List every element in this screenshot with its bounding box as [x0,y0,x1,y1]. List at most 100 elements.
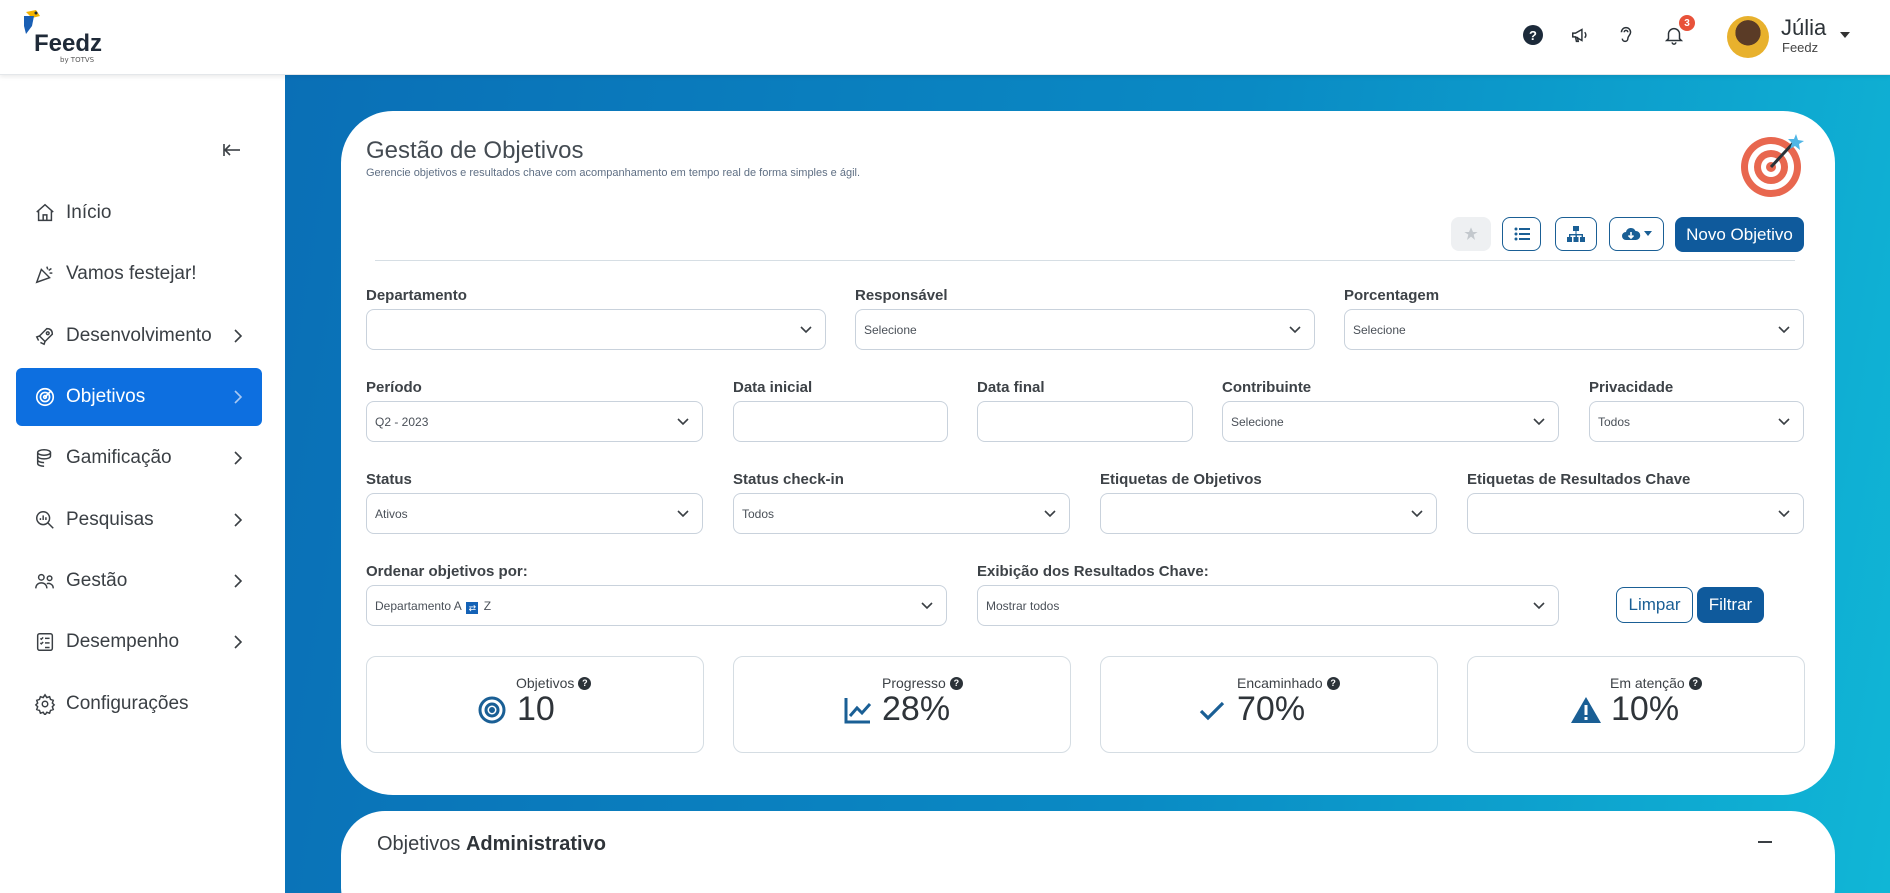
stat-label: Objetivos? [516,675,592,691]
user-menu-caret-icon[interactable] [1840,32,1850,38]
bell-icon [1664,27,1684,45]
bird-icon [24,10,40,34]
sidebar-item-label: Gestão [66,570,128,591]
stat-value: 70% [1237,690,1306,728]
data-final-input[interactable] [977,401,1193,442]
chevron-down-icon [1532,599,1546,613]
caret-down-icon [1644,231,1652,236]
logo-text: Feedz [34,30,103,57]
announcements-button[interactable] [1568,22,1594,48]
sidebar-item-vamos-festejar[interactable]: Vamos festejar! [16,245,262,303]
ordenar-value-from: Departamento A [375,599,462,613]
sidebar-item-objetivos[interactable]: Objetivos [16,368,262,426]
notifications-button[interactable]: 3 [1661,15,1695,48]
stat-label: Em atenção? [1610,675,1702,691]
status-checkin-label: Status check-in [733,471,844,488]
chevron-right-icon [230,634,246,650]
user-name[interactable]: Júlia [1781,15,1827,40]
porcentagem-select[interactable]: Selecione [1344,309,1804,350]
responsavel-label: Responsável [855,287,948,304]
ordenar-label: Ordenar objetivos por: [366,563,528,580]
contribuinte-label: Contribuinte [1222,379,1312,396]
help-icon[interactable]: ? [1688,676,1702,690]
chevron-down-icon [1777,415,1791,429]
clear-button[interactable]: Limpar [1616,587,1693,623]
status-checkin-value: Todos [742,507,775,521]
stat-label-text: Objetivos [516,675,575,691]
gear-icon [33,692,57,716]
collapse-left-icon [223,144,240,156]
sidebar-item-inicio[interactable]: Início [16,184,262,242]
help-icon[interactable]: ? [1326,676,1340,690]
bullseye-icon [474,692,510,728]
sidebar-item-desempenho[interactable]: Desempenho [16,613,262,671]
chevron-right-icon [230,450,246,466]
sidebar-item-desenvolvimento[interactable]: Desenvolvimento [16,307,262,365]
new-objective-button[interactable]: Novo Objetivo [1675,217,1804,252]
section-prefix: Objetivos [377,833,461,855]
etiquetas-objetivos-label: Etiquetas de Objetivos [1100,471,1262,488]
status-select[interactable]: Ativos [366,493,703,534]
rocket-icon [33,324,57,348]
chevron-down-icon [1532,415,1546,429]
chevron-down-icon [676,415,690,429]
list-icon [1514,227,1530,241]
periodo-select[interactable]: Q2 - 2023 [366,401,703,442]
status-label: Status [366,471,412,488]
download-menu-button[interactable] [1609,217,1664,251]
ordenar-value-to: Z [483,599,492,613]
responsavel-select[interactable]: Selecione [855,309,1315,350]
section-name: Administrativo [465,833,606,855]
sidebar-item-label: Gamificação [66,447,172,468]
hierarchy-icon [1567,226,1585,242]
etiquetas-objetivos-select[interactable] [1100,493,1437,534]
feedz-logo[interactable]: Feedz by TOTVS [20,8,110,66]
tree-view-button[interactable] [1555,217,1597,251]
exibicao-select[interactable]: Mostrar todos [977,585,1559,626]
sidebar-item-pesquisas[interactable]: Pesquisas [16,491,262,549]
stat-label: Encaminhado? [1237,675,1340,691]
stat-card-em-atencao: Em atenção? 10% [1467,656,1805,753]
logo-subtext: by TOTVS [60,56,95,64]
sidebar-item-gamificacao[interactable]: Gamificação [16,429,262,487]
data-inicial-input[interactable] [733,401,948,442]
section-card [341,811,1835,893]
status-checkin-select[interactable]: Todos [733,493,1070,534]
line-chart-icon [840,692,876,728]
sidebar-item-label: Configurações [66,693,189,714]
help-icon[interactable]: ? [578,676,592,690]
contribuinte-value: Selecione [1231,415,1284,429]
favorite-button[interactable] [1451,217,1491,251]
sidebar-item-configuracoes[interactable]: Configurações [16,675,262,733]
etiquetas-resultados-select[interactable] [1467,493,1804,534]
chevron-down-icon [1288,323,1302,337]
help-icon[interactable]: ? [949,676,963,690]
section-title: Objetivos Administrativo [377,833,606,856]
help-button[interactable]: ? [1520,22,1546,48]
chevron-down-icon [1777,507,1791,521]
departamento-select[interactable] [366,309,826,350]
list-view-button[interactable] [1502,217,1541,251]
stat-value: 10 [517,690,555,728]
filter-button[interactable]: Filtrar [1697,587,1764,623]
stat-card-progresso: Progresso? 28% [733,656,1071,753]
megaphone-icon [1572,28,1587,43]
sidebar-item-label: Pesquisas [66,509,154,530]
listen-button[interactable] [1613,22,1639,48]
chevron-down-icon [676,507,690,521]
coins-icon [33,446,57,470]
chevron-right-icon [230,328,246,344]
privacidade-select[interactable]: Todos [1589,401,1804,442]
chevron-down-icon [799,323,813,337]
contribuinte-select[interactable]: Selecione [1222,401,1559,442]
stat-value: 28% [882,690,951,728]
avatar[interactable] [1727,16,1769,58]
top-bar: Feedz by TOTVS ? 3 Júlia Feedz [0,0,1890,75]
ordenar-select[interactable]: Departamento A ⇄ Z [366,585,947,626]
collapse-section-icon[interactable] [1758,841,1772,843]
sidebar-item-gestao[interactable]: Gestão [16,552,262,610]
stat-label: Progresso? [882,675,963,691]
collapse-sidebar-button[interactable] [220,138,244,162]
people-icon [33,569,57,593]
home-icon [33,201,57,225]
